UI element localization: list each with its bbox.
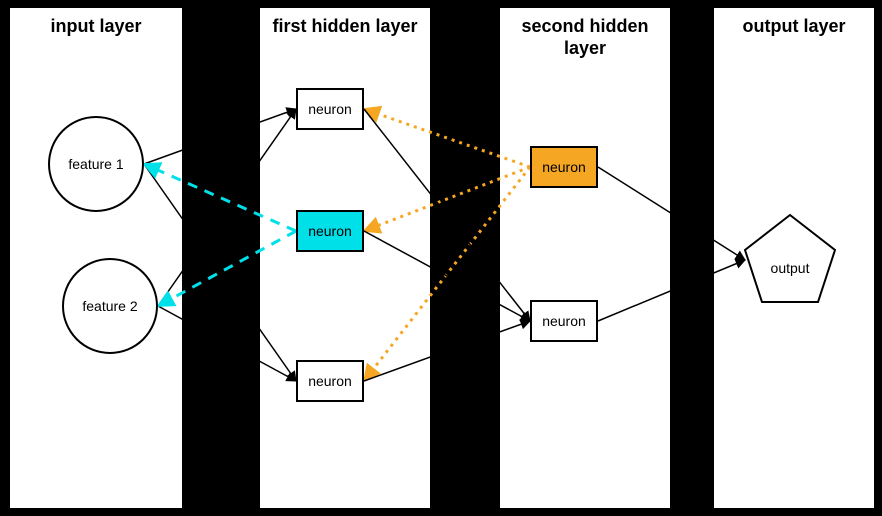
panel-first-hidden-layer: first hidden layer <box>260 8 430 508</box>
node-output: output <box>740 210 840 310</box>
node-label: neuron <box>542 159 586 175</box>
panel-second-hidden-layer: second hidden layer <box>500 8 670 508</box>
node-label: feature 1 <box>68 156 123 172</box>
panel-title-input: input layer <box>10 16 182 38</box>
node-h2-neuron-1: neuron <box>530 146 598 188</box>
panel-title-hidden1: first hidden layer <box>260 16 430 38</box>
node-label: neuron <box>308 101 352 117</box>
node-label: neuron <box>308 373 352 389</box>
node-h1-neuron-2: neuron <box>296 210 364 252</box>
node-label: feature 2 <box>82 298 137 314</box>
node-h1-neuron-3: neuron <box>296 360 364 402</box>
node-feature-2: feature 2 <box>62 258 158 354</box>
node-label: output <box>771 260 810 276</box>
node-h2-neuron-2: neuron <box>530 300 598 342</box>
panel-title-output: output layer <box>714 16 874 38</box>
panel-title-hidden2: second hidden layer <box>500 16 670 59</box>
node-feature-1: feature 1 <box>48 116 144 212</box>
node-label: neuron <box>542 313 586 329</box>
node-label: neuron <box>308 223 352 239</box>
panel-input-layer: input layer <box>10 8 182 508</box>
node-h1-neuron-1: neuron <box>296 88 364 130</box>
